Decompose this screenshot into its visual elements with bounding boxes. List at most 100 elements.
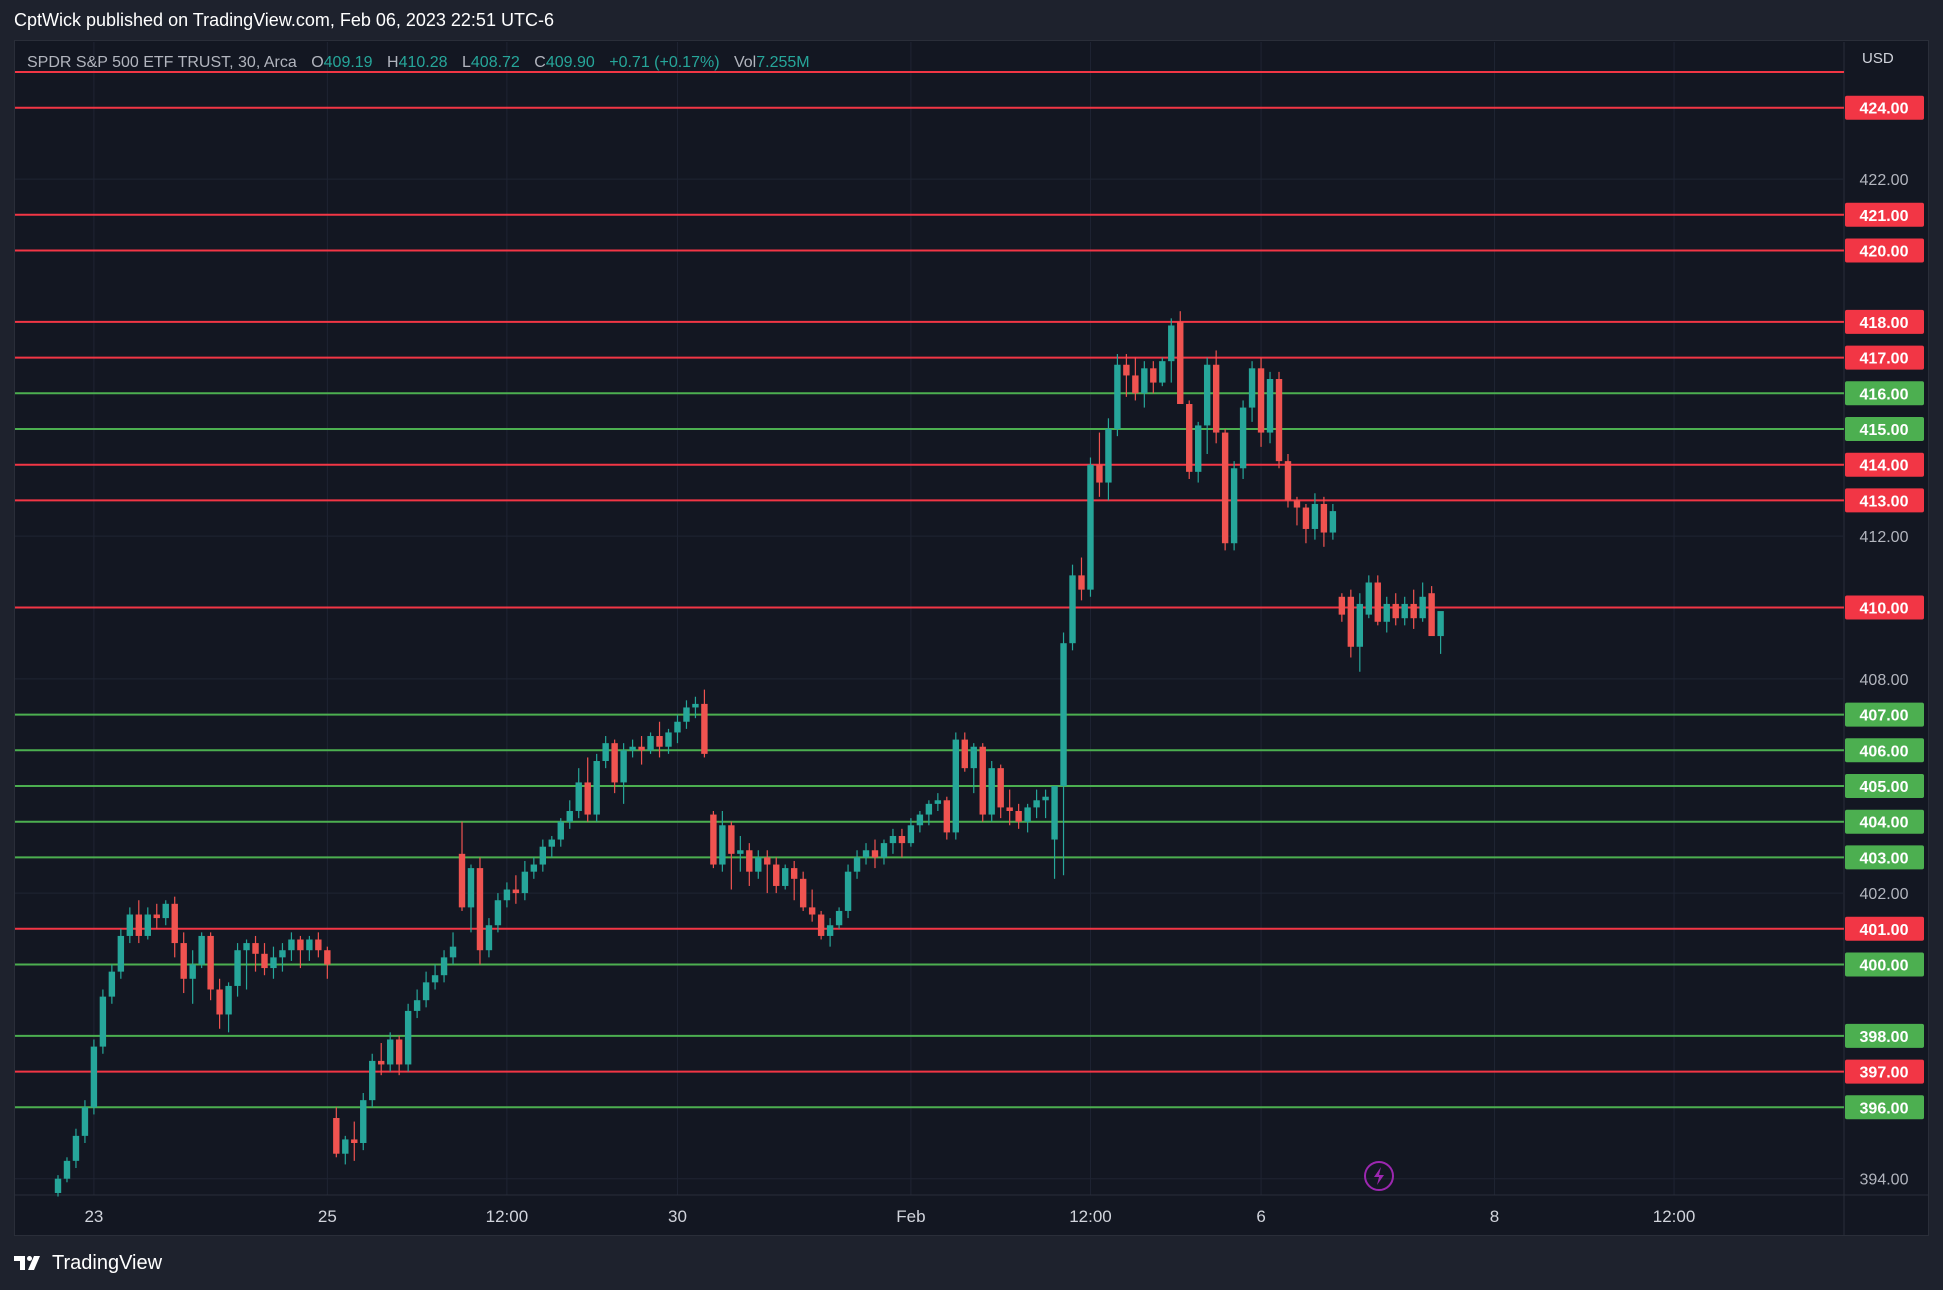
candle-body-up[interactable] [306,939,313,951]
candle-body-down[interactable] [1123,364,1130,376]
candle-body-up[interactable] [916,814,924,826]
candle-body-down[interactable] [512,889,520,894]
candle-body-up[interactable] [548,839,555,847]
candle-body-up[interactable] [1024,807,1031,822]
candle-body-up[interactable] [1087,464,1094,590]
candle-body-up[interactable] [342,1139,349,1154]
candle-body-up[interactable] [1168,325,1175,362]
candle-body-down[interactable] [817,914,825,936]
candle-body-down[interactable] [171,903,178,944]
candle-body-up[interactable] [1033,800,1040,808]
candle-body-down[interactable] [773,864,780,886]
candle-body-up[interactable] [647,736,654,751]
candle-body-up[interactable] [530,864,538,872]
candle-body-up[interactable] [494,900,502,926]
candle-body-up[interactable] [602,743,609,762]
candle-body-up[interactable] [72,1135,80,1161]
candle-body-up[interactable] [835,910,843,926]
candle-body-up[interactable] [782,868,789,886]
candle-body-down[interactable] [943,800,951,833]
candle-body-down[interactable] [799,878,807,908]
candle-body-up[interactable] [1141,368,1148,394]
candle-body-down[interactable] [333,1118,340,1154]
candle-body-up[interactable] [988,768,995,815]
candle-body-down[interactable] [979,746,986,815]
candle-body-up[interactable] [234,950,241,986]
candle-body-down[interactable] [584,782,591,815]
candle-body-down[interactable] [764,857,771,865]
candle-body-down[interactable] [1150,368,1157,383]
candle-body-up[interactable] [108,971,116,997]
candle-body-up[interactable] [1159,361,1166,383]
candle-body-down[interactable] [1347,596,1355,647]
candle-body-up[interactable] [386,1039,394,1065]
candle-body-up[interactable] [288,939,295,951]
candle-body-up[interactable] [126,914,134,936]
candle-body-up[interactable] [440,957,448,976]
candle-body-up[interactable] [1311,503,1319,529]
candle-body-up[interactable] [243,943,250,951]
candle-body-up[interactable] [270,957,277,969]
candle-body-down[interactable] [1293,500,1301,508]
candle-body-up[interactable] [360,1100,367,1143]
candle-body-up[interactable] [593,761,600,815]
candle-body-up[interactable] [1383,603,1390,622]
candle-body-up[interactable] [620,750,627,783]
candle-body-up[interactable] [907,825,915,844]
candle-body-down[interactable] [1392,603,1399,619]
candle-body-up[interactable] [575,782,582,811]
candle-body-down[interactable] [1212,364,1220,433]
candle-body-up[interactable] [485,925,493,951]
candle-body-down[interactable] [961,739,968,769]
candle-body-down[interactable] [135,914,143,936]
candle-body-down[interactable] [1338,596,1346,615]
candle-body-up[interactable] [54,1178,62,1193]
candle-body-down[interactable] [611,743,618,783]
candle-body-down[interactable] [1374,582,1381,622]
candle-body-down[interactable] [710,814,717,865]
candle-body-up[interactable] [889,835,897,844]
candle-body-down[interactable] [252,943,259,954]
candle-body-down[interactable] [180,943,187,979]
candle-body-up[interactable] [755,857,762,872]
candle-body-down[interactable] [808,907,816,915]
candle-body-up[interactable] [1195,425,1202,472]
candle-body-down[interactable] [476,868,484,951]
candle-body-down[interactable] [1186,404,1193,472]
candle-body-up[interactable] [467,868,475,908]
candle-body-down[interactable] [1177,321,1184,405]
candle-body-up[interactable] [1069,575,1076,644]
candle-body-up[interactable] [449,946,457,958]
candle-body-down[interactable] [790,868,798,879]
candle-body-down[interactable] [1015,810,1022,822]
candle-body-up[interactable] [99,996,107,1047]
candle-body-up[interactable] [521,871,529,894]
candle-body-up[interactable] [737,850,744,854]
candle-body-down[interactable] [1221,432,1229,544]
candle-body-down[interactable] [297,939,304,951]
candle-body-up[interactable] [144,914,151,936]
candle-body-up[interactable] [862,850,870,858]
candle-body-up[interactable] [422,982,430,1001]
candle-body-up[interactable] [279,950,286,958]
candle-body-down[interactable] [871,850,879,858]
candle-body-down[interactable] [1410,603,1417,619]
candle-body-up[interactable] [198,935,205,965]
candle-body-down[interactable] [638,746,645,751]
symbol-name[interactable]: SPDR S&P 500 ETF TRUST, 30, Arca [27,54,297,71]
candle-body-up[interactable] [413,1000,421,1011]
candle-body-up[interactable] [1329,511,1337,533]
candle-body-up[interactable] [225,985,232,1015]
candle-body-down[interactable] [701,703,708,754]
candle-body-up[interactable] [1266,379,1274,433]
candle-body-up[interactable] [1060,643,1067,786]
candle-body-up[interactable] [557,821,564,840]
lightning-icon[interactable] [1364,1161,1394,1191]
candle-body-down[interactable] [153,914,160,919]
candle-body-up[interactable] [81,1107,89,1136]
candle-body-down[interactable] [1320,503,1328,533]
candle-body-up[interactable] [925,803,933,815]
candle-body-up[interactable] [189,964,196,979]
candle-body-up[interactable] [1401,603,1408,619]
candle-body-up[interactable] [1239,407,1247,469]
